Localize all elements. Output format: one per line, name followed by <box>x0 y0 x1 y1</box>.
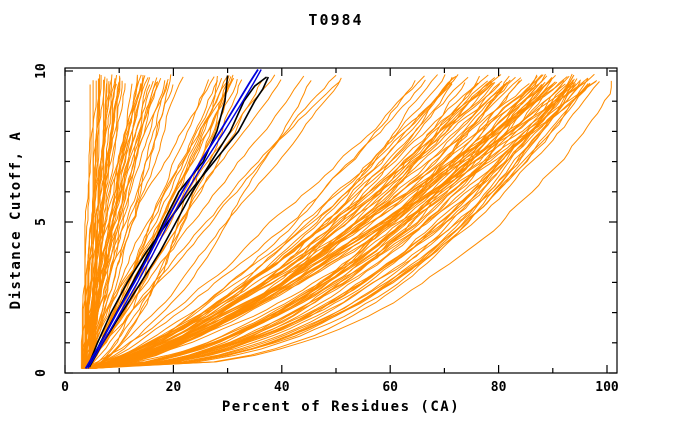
x-tick-label: 20 <box>166 380 182 395</box>
x-tick-label: 100 <box>595 380 619 395</box>
highlight-black-2 <box>88 76 268 368</box>
x-tick-label: 40 <box>274 380 290 395</box>
highlight-black-3 <box>87 76 270 368</box>
x-tick-label: 80 <box>491 380 507 395</box>
chart-title: T0984 <box>308 11 364 29</box>
x-tick-label: 60 <box>382 380 398 395</box>
highlight-blue-1 <box>84 69 259 369</box>
highlight-blue-2 <box>87 69 262 369</box>
y-tick-label: 0 <box>34 369 49 377</box>
x-tick-label: 0 <box>61 380 69 395</box>
y-tick-label: 5 <box>34 218 49 226</box>
x-axis-label: Percent of Residues (CA) <box>221 399 461 415</box>
y-tick-label: 10 <box>34 63 49 79</box>
y-axis-label: Distance Cutoff, A <box>8 130 24 310</box>
